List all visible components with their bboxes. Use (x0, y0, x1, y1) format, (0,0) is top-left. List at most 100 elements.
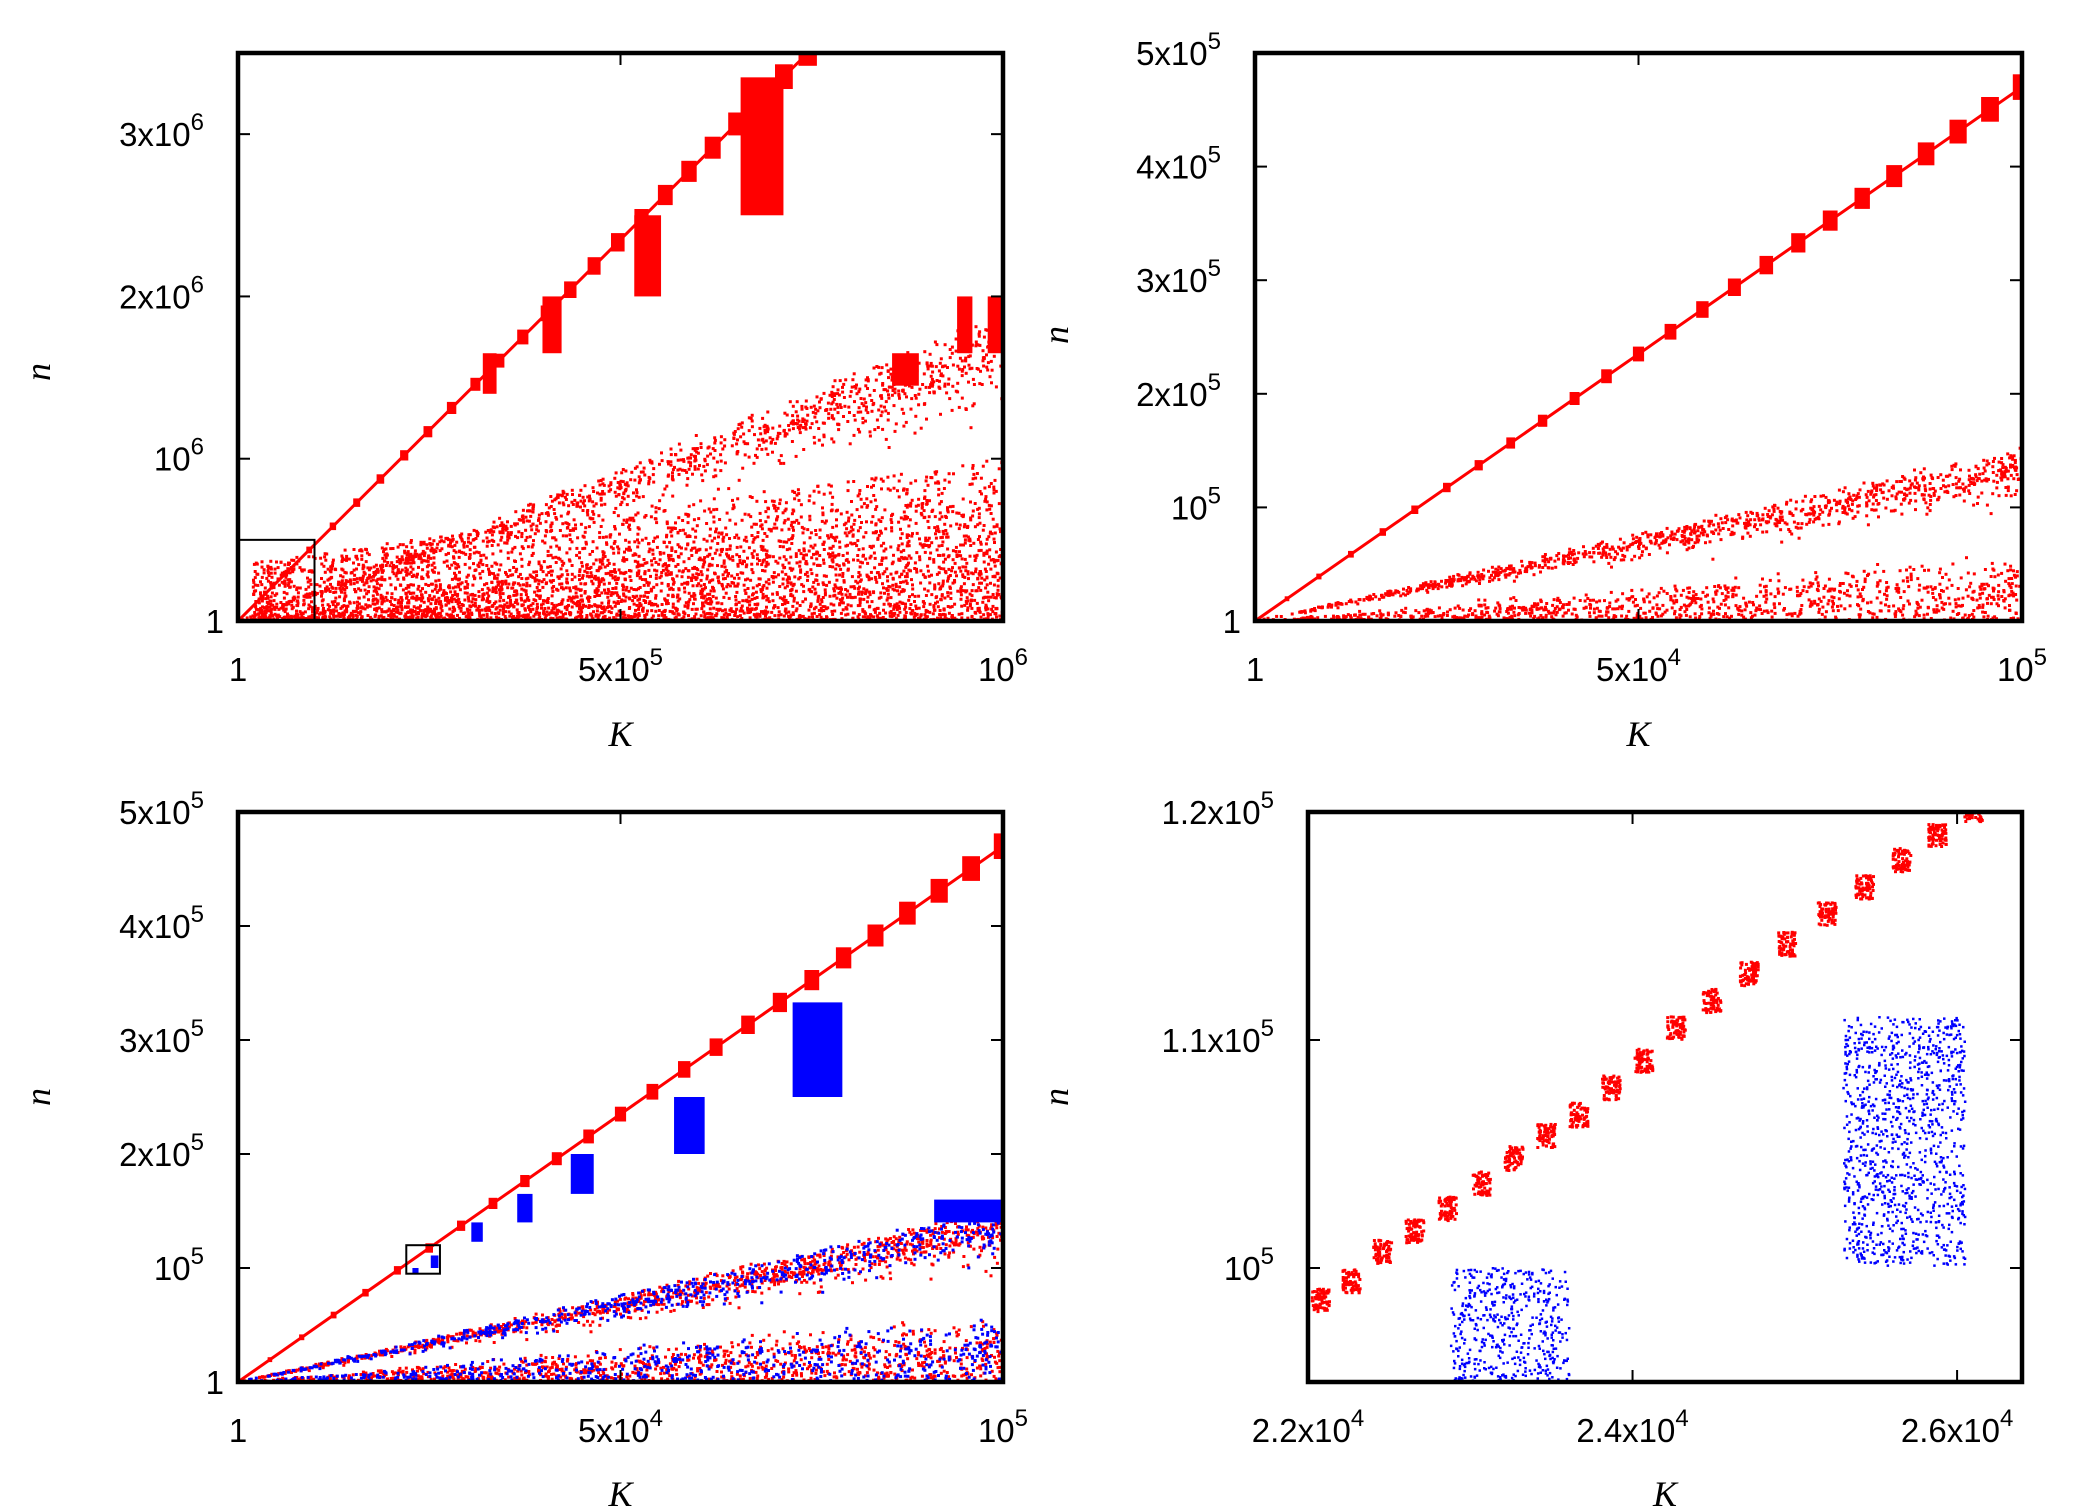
x-tick-label: 2.4x104 (1576, 1405, 1688, 1449)
x-axis-label: K (607, 714, 634, 754)
point-block (957, 296, 973, 354)
x-tick-label: 105 (978, 1405, 1028, 1449)
line-cluster (704, 136, 721, 159)
line-cluster (930, 878, 948, 903)
point-block (542, 296, 562, 354)
point-block (430, 1255, 439, 1269)
line-cluster (267, 1357, 273, 1363)
plot-frame (1252, 50, 2025, 624)
y-tick-label: 2x106 (119, 271, 204, 315)
line-cluster (488, 1197, 498, 1209)
line-cluster (1822, 210, 1838, 231)
band-1 (1261, 556, 2022, 621)
line-cluster (393, 1266, 401, 1275)
line-cluster (611, 233, 625, 252)
line-cluster (1632, 346, 1645, 362)
zoom-box (405, 1244, 441, 1275)
line-cluster (457, 1220, 466, 1231)
line-cluster (1727, 278, 1741, 296)
y-tick-label: 4x105 (119, 901, 204, 945)
y-tick-label: 5x105 (1136, 28, 1221, 72)
plot-area (238, 833, 1003, 1382)
x-tick-label: 2.2x104 (1252, 1405, 1364, 1449)
point-cluster (1568, 1101, 1590, 1129)
panel-bottom-right: 2.2x104 2.4x104 2.6x104 105 1.1x105 1.2x105 Kn (1036, 787, 2025, 1512)
x-tick-label: 5x105 (578, 644, 663, 688)
point-cluster (1777, 930, 1798, 958)
point-block (674, 1097, 705, 1155)
x-tick-label: 106 (978, 644, 1028, 688)
point-block (412, 1268, 419, 1274)
line-cluster (709, 1038, 723, 1056)
point-cluster (1927, 823, 1948, 848)
y-axis-label: n (1036, 326, 1076, 344)
line-cluster (330, 1311, 337, 1319)
x-axis-label: K (1625, 714, 1652, 754)
series-blue (1449, 1016, 1967, 1382)
y-tick-label: 1 (206, 1364, 224, 1401)
line-cluster (1443, 482, 1451, 493)
y-tick-label: 1 (1223, 603, 1241, 640)
line-cluster (962, 856, 980, 881)
y-tick-label: 105 (1224, 1243, 1274, 1287)
point-block (1842, 1016, 1967, 1267)
line-cluster (678, 1061, 691, 1078)
y-tick-label: 1.1x105 (1162, 1015, 1274, 1059)
point-block (934, 1199, 1003, 1223)
panel-top-right: 1 5x104 105 1 105 2x105 3x105 4x105 5x105 Kn (1036, 28, 2047, 754)
point-cluster (1738, 960, 1760, 988)
line-cluster (1854, 187, 1870, 209)
line-cluster (2012, 74, 2022, 100)
line-cluster (587, 257, 601, 275)
point-cluster (1404, 1218, 1426, 1245)
x-tick-label: 1 (1246, 651, 1264, 688)
point-cluster (1854, 874, 1875, 901)
x-axis-label: K (607, 1474, 634, 1512)
line-cluster (376, 474, 385, 484)
line-cluster (1537, 414, 1548, 427)
x-tick-label: 5x104 (578, 1405, 663, 1449)
plot-frame (235, 50, 1006, 624)
x-tick-label: 5x104 (1596, 644, 1681, 688)
plot-area (238, 53, 1003, 621)
y-axis-label: n (1036, 1088, 1076, 1106)
point-block (570, 1154, 594, 1194)
point-cluster (1372, 1238, 1394, 1265)
line-cluster (804, 970, 820, 991)
line-cluster (741, 1015, 755, 1034)
point-cluster (1536, 1122, 1557, 1149)
point-cluster (1601, 1074, 1622, 1102)
point-block (634, 215, 662, 297)
y-tick-label: 1.2x105 (1162, 787, 1274, 831)
y-tick-label: 4x105 (1136, 142, 1221, 186)
y-tick-label: 105 (1171, 482, 1221, 526)
line-cluster (400, 450, 409, 461)
line-cluster (329, 522, 337, 531)
point-cluster (1633, 1047, 1655, 1074)
series-red (238, 833, 1003, 1382)
line-cluster (1474, 460, 1483, 471)
point-block (517, 1193, 533, 1223)
line-cluster (306, 546, 313, 554)
line-cluster (259, 594, 264, 600)
point-cluster (1816, 901, 1838, 927)
line-cluster (867, 924, 884, 947)
point-block (482, 353, 497, 394)
y-tick-label: 1 (206, 603, 224, 640)
line-cluster (646, 1083, 659, 1100)
line-cluster (993, 833, 1003, 859)
line-cluster (299, 1334, 305, 1341)
point-block (792, 1002, 843, 1098)
line-cluster (772, 992, 787, 1013)
line-cluster (899, 901, 916, 925)
line-cluster (1506, 437, 1516, 449)
band-1 (239, 1317, 1003, 1382)
point-cluster (1503, 1145, 1525, 1172)
y-tick-label: 2x105 (119, 1129, 204, 1173)
x-tick-label: 1 (229, 1412, 247, 1449)
series-red (1255, 74, 2022, 621)
line-cluster (1316, 573, 1322, 580)
line-cluster (614, 1106, 627, 1122)
y-tick-label: 5x105 (119, 787, 204, 831)
